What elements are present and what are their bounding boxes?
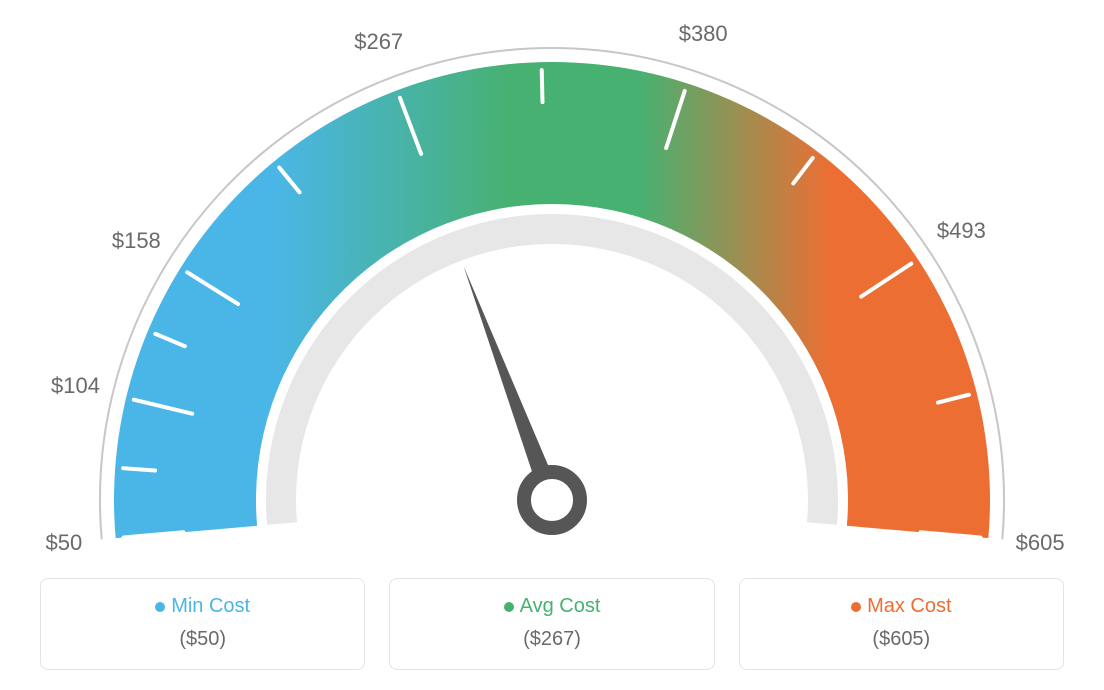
gauge-svg: [0, 0, 1104, 560]
legend-avg-label-text: Avg Cost: [520, 595, 601, 617]
gauge-area: $50 $104 $158 $267 $380 $493 $605: [0, 0, 1104, 560]
legend-min-value: ($50): [41, 628, 364, 651]
gauge-tick-label: $605: [1016, 530, 1065, 556]
gauge-tick-label: $104: [51, 373, 100, 399]
gauge-tick-label: $267: [354, 29, 403, 55]
legend-avg: Avg Cost ($267): [389, 578, 714, 670]
gauge-tick-label: $158: [112, 228, 161, 254]
legend-avg-value: ($267): [390, 628, 713, 651]
legend-max: Max Cost ($605): [739, 578, 1064, 670]
legend-max-label: Max Cost: [740, 595, 1063, 618]
dot-icon: [851, 602, 861, 612]
legend-min: Min Cost ($50): [40, 578, 365, 670]
gauge-tick-label: $493: [937, 218, 986, 244]
legend-min-label-text: Min Cost: [171, 595, 250, 617]
dot-icon: [155, 602, 165, 612]
legend-row: Min Cost ($50) Avg Cost ($267) Max Cost …: [40, 578, 1064, 670]
legend-min-label: Min Cost: [41, 595, 364, 618]
gauge-tick-label: $50: [46, 530, 83, 556]
dot-icon: [504, 602, 514, 612]
legend-max-value: ($605): [740, 628, 1063, 651]
legend-max-label-text: Max Cost: [867, 595, 951, 617]
gauge-tick-label: $380: [679, 21, 728, 47]
cost-gauge-chart: $50 $104 $158 $267 $380 $493 $605 Min Cost ($5…: [0, 0, 1104, 690]
legend-avg-label: Avg Cost: [390, 595, 713, 618]
